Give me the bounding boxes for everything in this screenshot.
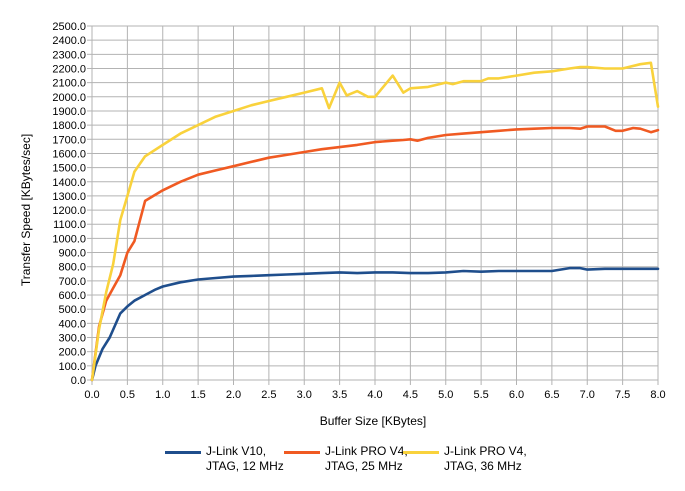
y-tick-label: 1900.0 [52, 106, 86, 118]
series-lines [90, 61, 660, 382]
y-tick-label: 1800.0 [52, 120, 86, 132]
legend-item-1: J-Link V10, JTAG, 12 MHz [165, 444, 284, 474]
x-tick-label: 2.0 [226, 389, 241, 401]
y-tick-label: 1100.0 [53, 219, 86, 231]
x-tick-label: 3.5 [332, 389, 347, 401]
legend-label: J-Link PRO V4, JTAG, 36 MHz [444, 444, 527, 473]
x-tick-label: 0.0 [84, 389, 99, 401]
x-tick-label: 1.0 [155, 389, 170, 401]
legend-swatch [284, 451, 320, 454]
y-tick-label: 1200.0 [52, 205, 86, 217]
series-line-1 [90, 266, 660, 382]
y-tick-label: 2100.0 [52, 78, 86, 90]
y-tick-label: 0.0 [71, 375, 86, 387]
x-tick-label: 6.0 [509, 389, 524, 401]
legend-item-3: J-Link PRO V4, JTAG, 36 MHz [403, 444, 527, 474]
x-tick-label: 3.0 [297, 389, 312, 401]
x-tick-label: 4.5 [403, 389, 418, 401]
y-tick-label: 900.0 [58, 248, 86, 260]
legend-item-2: J-Link PRO V4, JTAG, 25 MHz [284, 444, 408, 474]
legend: J-Link V10, JTAG, 12 MHz J-Link PRO V4, J… [0, 444, 685, 484]
legend-swatch [165, 451, 201, 454]
y-tick-label: 1300.0 [52, 191, 86, 203]
y-tick-label: 2200.0 [52, 63, 86, 75]
y-tick-label: 400.0 [58, 318, 86, 330]
y-tick-label: 800.0 [58, 262, 86, 274]
y-tick-label: 500.0 [58, 304, 86, 316]
y-axis-label: Transfer Speed [KBytes/sec] [19, 134, 33, 286]
legend-label: J-Link PRO V4, JTAG, 25 MHz [325, 444, 408, 473]
y-tick-label: 100.0 [58, 361, 86, 373]
x-tick-label: 2.5 [261, 389, 276, 401]
grid-lines [87, 25, 659, 385]
tick-labels: 0.0 100.0 200.0 300.0 400.0 500.0 600.0 700.0 80… [52, 21, 665, 401]
x-tick-label: 0.5 [120, 389, 135, 401]
y-tick-label: 1000.0 [52, 233, 86, 245]
series-line-2 [90, 125, 660, 382]
x-tick-label: 1.5 [190, 389, 205, 401]
x-tick-label: 5.0 [438, 389, 453, 401]
legend-swatch [403, 451, 439, 454]
x-tick-label: 8.0 [650, 389, 665, 401]
y-tick-label: 700.0 [58, 276, 86, 288]
y-tick-label: 1500.0 [52, 163, 86, 175]
x-tick-label: 6.5 [544, 389, 559, 401]
y-tick-label: 2400.0 [52, 35, 86, 47]
x-tick-label: 7.5 [615, 389, 630, 401]
y-tick-label: 300.0 [58, 333, 86, 345]
y-tick-label: 600.0 [58, 290, 86, 302]
y-tick-label: 1600.0 [52, 148, 86, 160]
x-tick-label: 7.0 [580, 389, 595, 401]
y-tick-label: 2300.0 [52, 49, 86, 61]
x-tick-label: 4.0 [367, 389, 382, 401]
y-tick-label: 1400.0 [52, 177, 86, 189]
y-tick-label: 2000.0 [52, 92, 86, 104]
y-tick-label: 200.0 [58, 347, 86, 359]
legend-label: J-Link V10, JTAG, 12 MHz [206, 444, 284, 473]
y-tick-label: 1700.0 [52, 134, 86, 146]
x-axis-label: Buffer Size [KBytes] [320, 414, 427, 428]
y-tick-label: 2500.0 [52, 21, 86, 33]
series-line-3 [90, 61, 660, 382]
x-tick-label: 5.5 [473, 389, 488, 401]
